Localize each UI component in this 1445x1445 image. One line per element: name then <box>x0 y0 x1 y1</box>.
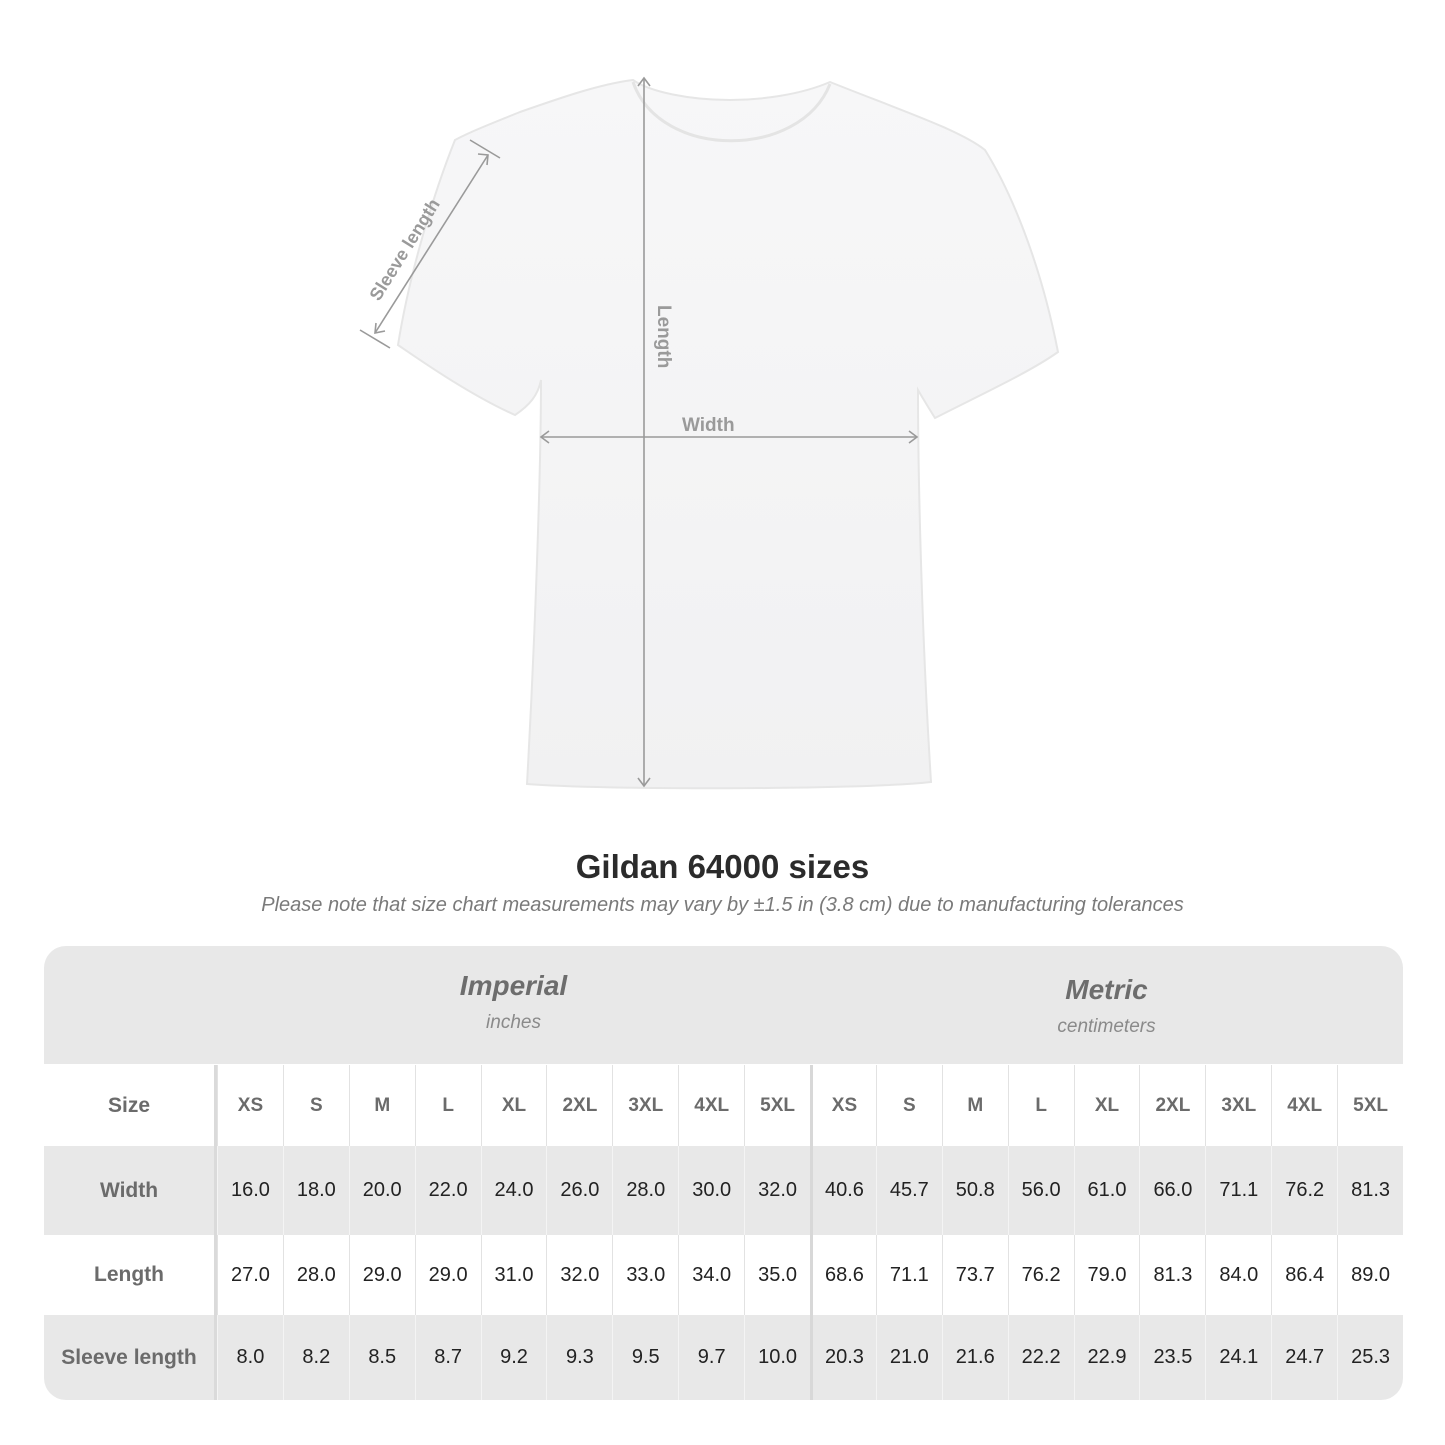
table-cell: 22.2 <box>1007 1315 1074 1400</box>
table-cell: 24.7 <box>1271 1315 1337 1400</box>
length-label: Length <box>653 305 674 368</box>
table-cell: 71.1 <box>1205 1146 1271 1235</box>
tolerance-note: Please note that size chart measurements… <box>261 894 1184 916</box>
table-cell: 76.2 <box>1271 1146 1337 1235</box>
chart-title: Gildan 64000 sizes <box>575 848 870 885</box>
sleeve-line <box>374 154 489 334</box>
table-cell: 28.0 <box>282 1235 349 1315</box>
table-cell: 9.3 <box>546 1315 612 1400</box>
size-table: Imperial inches Metric centimeters Size … <box>44 946 1403 1400</box>
size-header-cell: S <box>282 1065 349 1146</box>
table-cell: 30.0 <box>678 1146 744 1235</box>
table-cell: 20.3 <box>810 1315 876 1400</box>
tshirt-diagram: Length Width Sleeve length <box>359 76 1060 790</box>
table-cell: 73.7 <box>941 1235 1008 1315</box>
width-row: Width 16.0 18.0 20.0 22.0 24.0 26.0 28.0 30.0 32.… <box>44 1146 1403 1235</box>
table-cell: 24.0 <box>480 1146 547 1235</box>
imperial-title: Imperial <box>459 970 568 1001</box>
table-cell: 8.2 <box>282 1315 349 1400</box>
table-cell: 68.6 <box>810 1235 876 1315</box>
table-cell: 81.3 <box>1139 1235 1205 1315</box>
table-cell: 25.3 <box>1337 1315 1403 1400</box>
table-cell: 89.0 <box>1337 1235 1403 1315</box>
table-cell: 10.0 <box>744 1315 810 1400</box>
size-header-cell: 3XL <box>1205 1065 1271 1146</box>
table-cell: 21.0 <box>875 1315 942 1400</box>
table-cell: 50.8 <box>941 1146 1008 1235</box>
table-cell: 9.2 <box>480 1315 547 1400</box>
table-cell: 8.7 <box>414 1315 481 1400</box>
size-header-cell: XS <box>217 1065 283 1146</box>
table-cell: 22.0 <box>414 1146 481 1235</box>
table-cell: 71.1 <box>875 1235 942 1315</box>
row-label: Sleeve length <box>44 1315 217 1400</box>
table-cell: 29.0 <box>414 1235 481 1315</box>
table-cell: 32.0 <box>744 1146 810 1235</box>
length-row: Length 27.0 28.0 29.0 29.0 31.0 32.0 33.0 34.0 35… <box>44 1235 1403 1315</box>
size-header-cell: L <box>414 1065 481 1146</box>
size-header-cell: M <box>348 1065 415 1146</box>
size-header-cell: 2XL <box>546 1065 612 1146</box>
table-cell: 79.0 <box>1073 1235 1140 1315</box>
size-header-cell: 2XL <box>1139 1065 1205 1146</box>
table-cell: 81.3 <box>1337 1146 1403 1235</box>
table-cell: 9.7 <box>678 1315 744 1400</box>
table-cell: 28.0 <box>612 1146 678 1235</box>
size-header-cell: 5XL <box>744 1065 810 1146</box>
metric-header: Metric centimeters <box>810 974 1403 1038</box>
collar <box>631 81 832 143</box>
table-cell: 20.0 <box>348 1146 415 1235</box>
table-cell: 8.5 <box>348 1315 415 1400</box>
size-header-cell: 4XL <box>1271 1065 1337 1146</box>
table-cell: 45.7 <box>875 1146 942 1235</box>
size-header-cell: 3XL <box>612 1065 678 1146</box>
table-cell: 21.6 <box>941 1315 1008 1400</box>
table-cell: 26.0 <box>546 1146 612 1235</box>
sleeve-length-row: Sleeve length 8.0 8.2 8.5 8.7 9.2 9.3 9.5 9.7 10.… <box>44 1315 1403 1400</box>
width-label: Width <box>682 415 735 436</box>
table-cell: 33.0 <box>612 1235 678 1315</box>
measure-lines <box>359 76 919 788</box>
table-cell: 86.4 <box>1271 1235 1337 1315</box>
table-cell: 24.1 <box>1205 1315 1271 1400</box>
table-cell: 27.0 <box>217 1235 283 1315</box>
size-header-cell: XS <box>810 1065 876 1146</box>
table-cell: 29.0 <box>348 1235 415 1315</box>
imperial-unit: inches <box>486 1012 541 1033</box>
size-label: Size <box>44 1065 217 1146</box>
table-cell: 84.0 <box>1205 1235 1271 1315</box>
unit-header: Imperial inches Metric centimeters <box>44 946 1403 1064</box>
table-cell: 16.0 <box>217 1146 283 1235</box>
table-cell: 61.0 <box>1073 1146 1140 1235</box>
table-cell: 34.0 <box>678 1235 744 1315</box>
table-cell: 22.9 <box>1073 1315 1140 1400</box>
tshirt-shape <box>396 78 1060 790</box>
size-header-cell: 5XL <box>1337 1065 1403 1146</box>
table-cell: 40.6 <box>810 1146 876 1235</box>
table-cell: 32.0 <box>546 1235 612 1315</box>
table-cell: 9.5 <box>612 1315 678 1400</box>
table-cell: 31.0 <box>480 1235 547 1315</box>
table-cell: 56.0 <box>1007 1146 1074 1235</box>
size-row: Size XS S M L XL 2XL 3XL 4XL 5XL XS S M L XL 2XL 3XL 4XL… <box>44 1065 1403 1146</box>
row-label: Width <box>44 1146 217 1235</box>
size-header-cell: 4XL <box>678 1065 744 1146</box>
table-cell: 76.2 <box>1007 1235 1074 1315</box>
size-header-cell: M <box>941 1065 1008 1146</box>
table-cell: 23.5 <box>1139 1315 1205 1400</box>
metric-unit: centimeters <box>1057 1016 1156 1037</box>
size-header-cell: XL <box>480 1065 547 1146</box>
size-header-cell: XL <box>1073 1065 1140 1146</box>
imperial-header: Imperial inches <box>217 970 810 1034</box>
table-cell: 66.0 <box>1139 1146 1205 1235</box>
table-cell: 35.0 <box>744 1235 810 1315</box>
table-cell: 18.0 <box>282 1146 349 1235</box>
row-label: Length <box>44 1235 217 1315</box>
size-header-cell: L <box>1007 1065 1074 1146</box>
table-cell: 8.0 <box>217 1315 283 1400</box>
size-header-cell: S <box>875 1065 942 1146</box>
metric-title: Metric <box>1065 974 1148 1005</box>
